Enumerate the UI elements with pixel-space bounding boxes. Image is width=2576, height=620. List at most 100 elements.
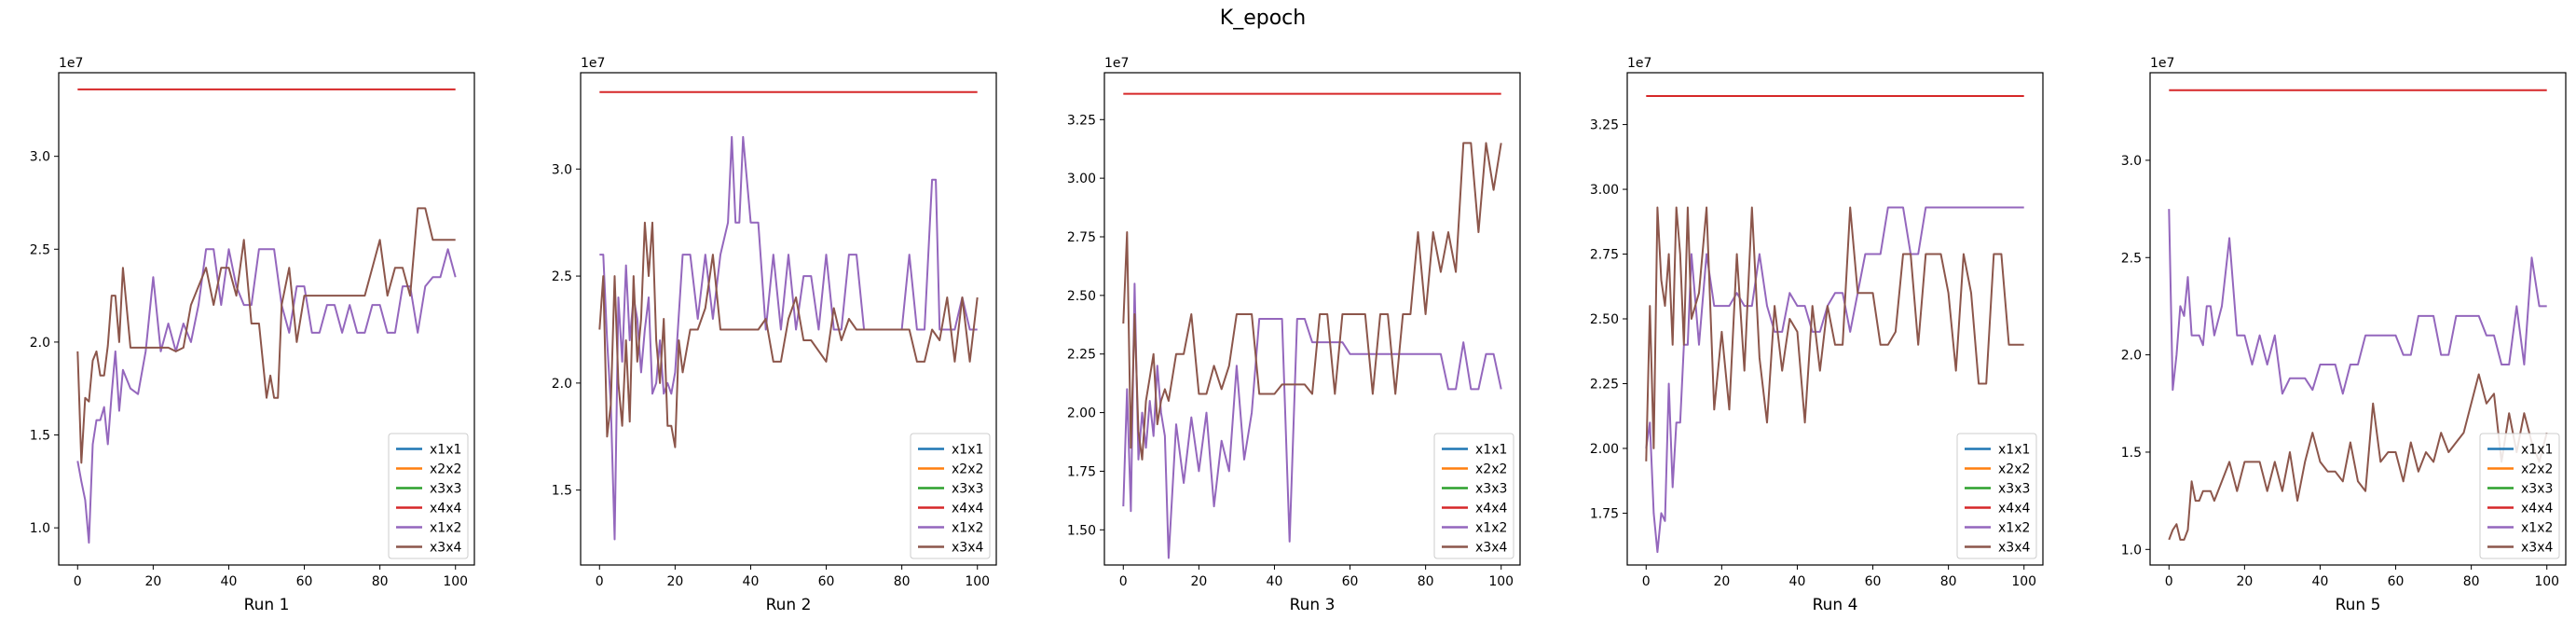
y-tick-label: 3.00	[1067, 172, 1096, 186]
y-tick-label: 2.50	[1590, 312, 1619, 327]
x-tick-label: 60	[1865, 574, 1882, 589]
x-tick-label: 20	[1713, 574, 1730, 589]
legend-label-x2x2: x2x2	[1998, 462, 2030, 477]
legend-label-x2x2: x2x2	[430, 462, 461, 477]
x-tick-label: 20	[666, 574, 683, 589]
legend: x1x1 x2x2 x3x3 x4x4 x1x2 x3x4	[910, 433, 991, 559]
series-lines	[2168, 89, 2548, 541]
x-tick-label: 100	[965, 574, 990, 589]
series-lines	[598, 90, 979, 541]
y-tick-label: 1.0	[30, 521, 50, 536]
x-tick-label: 40	[221, 574, 238, 589]
legend-label-x3x4: x3x4	[1998, 541, 2030, 556]
series-line-x1x2	[76, 248, 457, 544]
x-tick-label: 40	[1267, 574, 1283, 589]
legend-label-x3x4: x3x4	[2521, 541, 2553, 556]
legend-label-x3x3: x3x3	[1475, 482, 1507, 497]
series-lines	[1645, 95, 2024, 554]
x-tick-label: 40	[2312, 574, 2329, 589]
legend-label-x2x2: x2x2	[1475, 462, 1507, 477]
x-tick-label: 0	[74, 574, 82, 589]
y-tick-label: 1.5	[30, 429, 50, 444]
legend-label-x1x2: x1x2	[1998, 521, 2030, 536]
y-tick-label: 2.25	[1590, 377, 1619, 392]
x-tick-label: 80	[1418, 574, 1434, 589]
series-line-x3x4	[598, 221, 979, 448]
legend-label-x1x2: x1x2	[430, 521, 461, 536]
y-tick-label: 2.00	[1590, 442, 1619, 457]
legend-label-x2x2: x2x2	[2521, 462, 2553, 477]
series-line-x3x4	[2168, 373, 2548, 541]
axes-frame	[58, 72, 475, 566]
x-axis-label: Run 3	[1290, 596, 1336, 614]
y-offset-label: 1e7	[581, 56, 605, 71]
legend-label-x4x4: x4x4	[952, 502, 983, 517]
legend-label-x1x2: x1x2	[952, 521, 983, 536]
y-tick-label: 1.5	[2121, 446, 2142, 461]
y-tick-label: 2.50	[1067, 289, 1096, 304]
y-tick-label: 2.75	[1067, 230, 1096, 245]
series-line-x1x2	[2168, 209, 2547, 395]
legend-label-x1x1: x1x1	[430, 443, 461, 458]
x-tick-label: 0	[2165, 574, 2173, 589]
x-tick-label: 100	[1488, 574, 1514, 589]
x-tick-label: 60	[2388, 574, 2405, 589]
axes-frame	[2149, 72, 2567, 566]
y-tick-label: 2.25	[1067, 348, 1096, 363]
y-tick-label: 1.75	[1590, 506, 1619, 521]
legend-label-x1x1: x1x1	[1475, 443, 1507, 458]
x-tick-label: 40	[743, 574, 760, 589]
x-axis-label: Run 5	[2336, 596, 2381, 614]
legend-label-x4x4: x4x4	[1475, 502, 1507, 517]
legend-label-x1x2: x1x2	[2521, 521, 2553, 536]
legend-label-x3x4: x3x4	[952, 541, 983, 556]
x-tick-label: 0	[1642, 574, 1651, 589]
y-tick-label: 3.0	[552, 162, 572, 177]
legend-label-x3x3: x3x3	[952, 482, 983, 497]
y-tick-label: 3.00	[1590, 183, 1619, 198]
y-tick-label: 1.0	[2121, 543, 2142, 558]
x-tick-label: 80	[372, 574, 389, 589]
x-axis-label: Run 2	[766, 596, 812, 614]
x-tick-label: 60	[818, 574, 835, 589]
series-line-x3x4	[1645, 206, 2024, 462]
x-tick-label: 100	[2534, 574, 2559, 589]
x-tick-label: 60	[1342, 574, 1359, 589]
series-line-x1x2	[1645, 206, 2024, 554]
y-tick-label: 2.5	[552, 269, 572, 284]
y-tick-label: 3.25	[1590, 118, 1619, 133]
x-tick-label: 20	[2236, 574, 2253, 589]
series-line-x1x2	[1122, 282, 1502, 559]
legend-label-x4x4: x4x4	[2521, 502, 2553, 517]
subplot-run-4: 0 20 40 60 80 100 1.75 2.00 2.25 2.50 2.75 3.00 3.25…	[1590, 56, 2044, 614]
x-tick-label: 100	[2011, 574, 2036, 589]
y-offset-label: 1e7	[1104, 56, 1129, 71]
y-tick-label: 3.25	[1067, 113, 1096, 128]
x-axis-label: Run 4	[1813, 596, 1858, 614]
y-tick-label: 2.0	[2121, 349, 2142, 364]
legend-label-x1x1: x1x1	[952, 443, 983, 458]
subplot-run-2: 0 20 40 60 80 100 1.5 2.0 2.5 3.0 1e7 Run 2 x1x1 x2x2…	[552, 56, 997, 614]
series-line-x3x4	[1122, 142, 1502, 461]
y-tick-label: 2.0	[552, 377, 572, 392]
subplot-run-3: 0 20 40 60 80 100 1.50 1.75 2.00 2.25 2.50 2.75 3.00…	[1067, 56, 1521, 614]
y-tick-label: 2.0	[30, 336, 50, 351]
legend-label-x3x3: x3x3	[430, 482, 461, 497]
y-tick-label: 2.5	[2121, 251, 2142, 266]
y-offset-label: 1e7	[1627, 56, 1651, 71]
y-tick-label: 1.50	[1067, 523, 1096, 538]
legend-label-x2x2: x2x2	[952, 462, 983, 477]
figure-title: K_epoch	[1220, 7, 1306, 30]
x-tick-label: 80	[1940, 574, 1957, 589]
legend-label-x4x4: x4x4	[1998, 502, 2030, 517]
x-tick-label: 20	[1190, 574, 1207, 589]
legend-label-x3x4: x3x4	[1475, 541, 1507, 556]
y-offset-label: 1e7	[59, 56, 83, 71]
y-tick-label: 2.00	[1067, 406, 1096, 421]
legend-label-x3x3: x3x3	[2521, 482, 2553, 497]
y-tick-label: 3.0	[30, 150, 50, 165]
x-tick-label: 60	[296, 574, 313, 589]
